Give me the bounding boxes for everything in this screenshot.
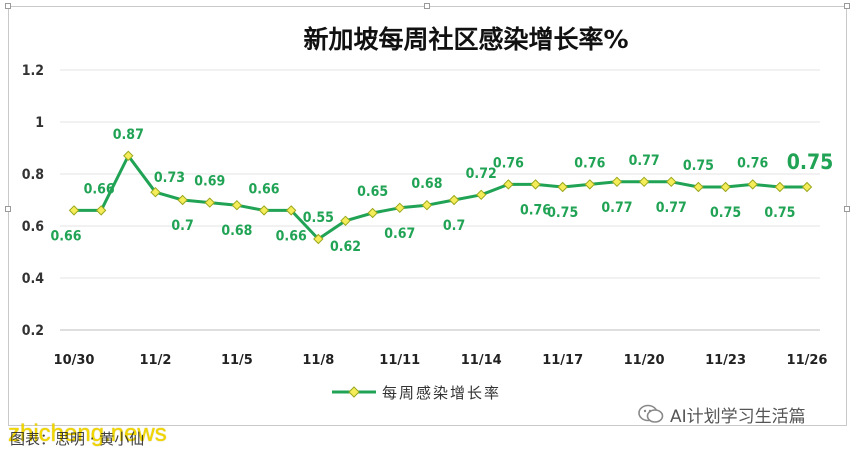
- data-point-marker: [557, 181, 568, 193]
- wechat-account-name: AI计划学习生活篇: [670, 406, 806, 427]
- data-label: 0.68: [221, 223, 252, 239]
- data-label: 0.67: [384, 226, 415, 242]
- data-label: 0.7: [443, 218, 465, 234]
- data-label: 0.77: [601, 200, 632, 216]
- data-label: 0.55: [303, 210, 334, 226]
- data-point-marker: [747, 179, 758, 190]
- data-label: 0.75: [547, 205, 578, 221]
- data-point-marker: [123, 150, 134, 162]
- data-point-marker: [204, 197, 215, 208]
- data-point-marker: [476, 189, 487, 201]
- x-tick-label: 11/14: [461, 353, 502, 368]
- y-axis-tick-labels: 0.2 0.4 0.6 0.8 1 1.2: [22, 63, 45, 339]
- data-label: 0.75: [683, 158, 714, 174]
- data-label: 0.76: [737, 155, 768, 171]
- y-tick-label: 0.2: [22, 323, 44, 339]
- data-label: 0.76: [520, 202, 551, 218]
- resize-handle-middle-right[interactable]: [844, 206, 850, 212]
- resize-handle-top-left[interactable]: [5, 3, 11, 9]
- chart-grid: [60, 69, 820, 331]
- wechat-icon: [638, 404, 664, 424]
- data-point-marker: [421, 199, 433, 211]
- data-label: 0.75: [764, 205, 795, 221]
- data-label: 0.66: [248, 181, 279, 197]
- data-label: 0.77: [656, 200, 687, 216]
- x-tick-label: 10/30: [54, 353, 95, 368]
- data-label: 0.72: [466, 166, 497, 182]
- legend-marker-swatch: [348, 386, 360, 398]
- resize-handle-middle-left[interactable]: [5, 206, 11, 212]
- data-point-marker: [720, 181, 731, 193]
- x-tick-label: 11/2: [139, 353, 171, 368]
- data-point-marker: [530, 179, 541, 190]
- series-markers: [68, 150, 813, 245]
- data-label: 0.66: [276, 228, 307, 244]
- x-tick-label: 11/11: [379, 353, 420, 368]
- data-point-marker: [367, 207, 378, 219]
- data-point-marker: [638, 176, 650, 188]
- y-tick-label: 0.4: [22, 271, 45, 287]
- data-label: 0.62: [330, 239, 361, 255]
- data-label: 0.66: [84, 181, 115, 197]
- resize-handle-top-center[interactable]: [424, 3, 430, 9]
- data-point-marker: [95, 205, 107, 216]
- data-point-marker: [150, 186, 161, 198]
- data-label: 0.76: [493, 155, 524, 171]
- x-tick-label: 11/5: [221, 353, 253, 368]
- data-point-marker: [693, 181, 704, 193]
- data-point-marker: [394, 202, 405, 214]
- data-label: 0.65: [357, 184, 388, 200]
- x-tick-label: 11/17: [542, 353, 583, 368]
- x-tick-label: 11/23: [705, 353, 746, 368]
- data-label: 0.69: [194, 174, 225, 190]
- data-labels: 0.66 0.66 0.87 0.73 0.7 0.69 0.68 0.66 0.66 0.55 0…: [50, 127, 833, 255]
- x-tick-label: 11/8: [302, 353, 334, 368]
- data-point-marker: [584, 179, 596, 190]
- data-label: 0.76: [574, 155, 605, 171]
- data-point-marker: [774, 181, 786, 193]
- data-point-marker: [285, 205, 297, 216]
- data-point-marker: [611, 176, 623, 188]
- data-label: 0.77: [629, 153, 660, 169]
- data-point-marker: [340, 215, 351, 227]
- y-tick-label: 1.2: [22, 63, 44, 79]
- y-tick-label: 0.6: [22, 219, 45, 235]
- data-label: 0.68: [411, 176, 442, 192]
- wechat-account: AI计划学习生活篇: [638, 400, 806, 428]
- series-line: [74, 154, 807, 241]
- x-tick-label: 11/20: [624, 353, 665, 368]
- data-label: 0.66: [50, 228, 81, 244]
- data-point-marker: [68, 205, 80, 216]
- x-tick-label: 11/26: [787, 353, 828, 368]
- series-line-group: [74, 154, 807, 241]
- y-tick-label: 1: [35, 115, 44, 131]
- data-label: 0.75: [710, 205, 741, 221]
- data-label: 0.87: [113, 127, 144, 143]
- chart-title: 新加坡每周社区感染增长率%: [303, 25, 628, 54]
- data-point-marker: [503, 179, 514, 190]
- data-point-marker: [448, 194, 460, 206]
- data-point-marker: [231, 199, 243, 211]
- data-point-marker: [666, 176, 677, 188]
- data-point-marker: [313, 233, 324, 245]
- data-point-marker: [801, 181, 813, 193]
- watermark-text: zhicheng.news: [8, 420, 167, 447]
- x-axis-tick-labels: 10/30 11/2 11/5 11/8 11/11 11/14 11/17 11/20 11/…: [54, 353, 828, 368]
- legend: 每周感染增长率: [332, 384, 501, 402]
- y-tick-label: 0.8: [22, 167, 44, 183]
- data-label: 0.75: [787, 150, 834, 174]
- data-label: 0.73: [154, 170, 185, 186]
- data-point-marker: [177, 194, 188, 206]
- data-label: 0.7: [171, 218, 193, 234]
- resize-handle-top-right[interactable]: [844, 3, 850, 9]
- data-point-marker: [258, 205, 270, 216]
- legend-label: 每周感染增长率: [382, 384, 501, 402]
- footer-source: 图表：思明 · 黄小仙: [10, 430, 145, 448]
- chart-frame: [8, 6, 847, 426]
